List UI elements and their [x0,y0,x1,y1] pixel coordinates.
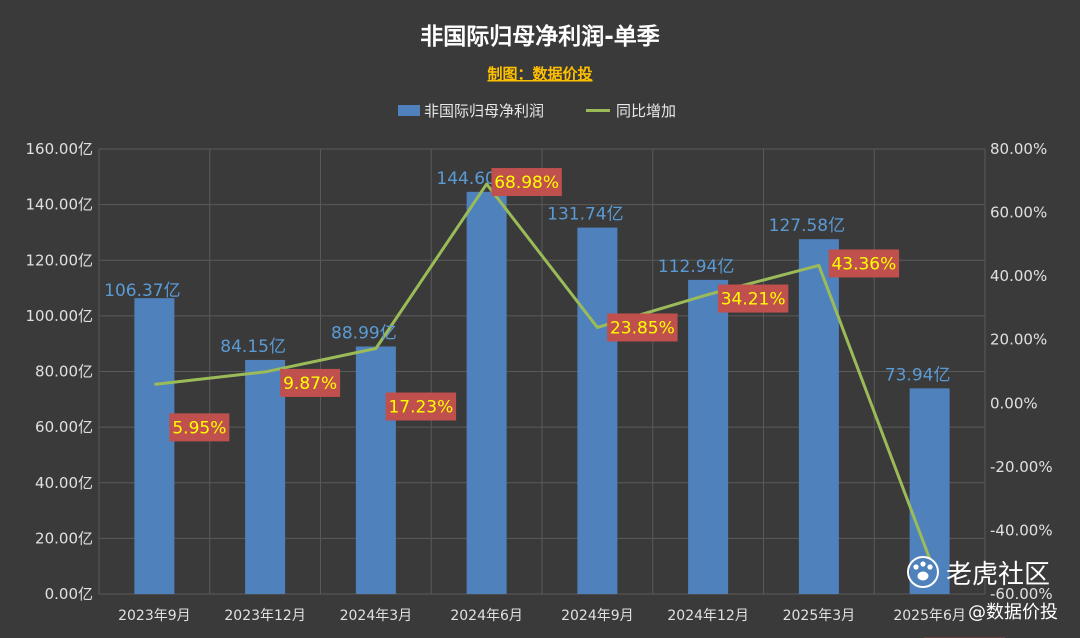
bar [798,239,839,594]
legend: 非国际归母净利润 同比增加 [398,102,676,120]
bar-value-label: 127.58亿 [769,216,845,236]
watermark: 老虎社区 @数据价投 [907,556,1058,623]
pct-label: 23.85% [607,313,678,342]
right-tick-label: -40.00% [990,521,1053,539]
x-tick-label: 2023年12月 [224,608,305,624]
chart-title: 非国际归母净利润-单季 [420,23,660,50]
pct-label: 34.21% [717,284,789,313]
pct-label-text: 23.85% [610,318,675,338]
x-tick-label: 2025年6月 [893,608,966,624]
bar-value-label: 73.94亿 [885,365,951,385]
bar-value-label: 84.15亿 [220,337,286,357]
pct-label-text: 5.95% [172,418,226,438]
pct-label-text: 9.87% [283,374,337,394]
watermark-handle: @数据价投 [968,602,1058,623]
bar-value-label: 88.99亿 [331,323,397,343]
x-tick-label: 2024年12月 [667,608,748,624]
x-tick-label: 2025年3月 [783,608,856,624]
pct-label-text: 17.23% [388,398,453,418]
right-tick-label: 0.00% [990,394,1038,412]
bar [134,298,175,594]
bar [355,346,396,594]
x-axis: 2023年9月 2023年12月 2024年3月 2024年6月 2024年9月 2024… [118,608,966,624]
pct-label-box [607,313,678,342]
growth-line [154,182,932,560]
bar [909,388,950,594]
legend-bar-label: 非国际归母净利润 [424,102,544,120]
left-tick-label: 60.00亿 [35,418,93,436]
left-tick-label: 80.00亿 [35,363,93,381]
x-tick-label: 2024年6月 [450,608,523,624]
pct-label-box [491,168,562,197]
right-tick-label: -20.00% [990,458,1053,476]
pct-label: 17.23% [385,392,457,421]
pct-labels: 5.95% 9.87% 17.23% 68.98% 23.85% 34.21% 43.36%… [169,168,1006,638]
pct-label: 5.95% [169,413,230,442]
right-tick-label: 20.00% [990,331,1047,349]
right-tick-label: 40.00% [990,267,1047,285]
x-tick-label: 2024年9月 [561,608,634,624]
bar [245,359,286,594]
left-tick-label: 40.00亿 [35,474,93,492]
bar-value-label: 106.37亿 [104,281,180,301]
x-tick-label: 2024年3月 [340,608,413,624]
line-series [154,182,932,560]
pct-label-text: 34.21% [721,290,786,310]
pct-label-box [169,413,230,442]
left-tick-label: 100.00亿 [26,307,94,325]
bar-value-label: 131.74亿 [547,205,623,225]
right-tick-label: 60.00% [990,204,1047,222]
pct-label: 9.87% [280,368,341,397]
chart-subtitle: 制图：数据价投 [487,65,592,83]
legend-line-label: 同比增加 [616,102,676,120]
left-tick-label: 160.00亿 [26,140,94,158]
pct-label-box [280,368,341,397]
bar-value-label: 112.94亿 [658,257,734,277]
pct-label-box [828,249,900,278]
bar [688,279,729,594]
pct-label-box [717,284,789,313]
pct-label-text: 43.36% [831,254,896,274]
right-tick-label: 80.00% [990,140,1047,158]
pct-label-text: 68.98% [494,173,559,193]
grid [98,148,986,595]
left-tick-label: 20.00亿 [35,529,93,547]
right-tick-label: -60.00% [990,585,1053,603]
bar [577,227,618,594]
legend-bar-swatch [398,105,420,116]
left-tick-label: 0.00亿 [45,585,93,603]
left-axis: 0.00亿 20.00亿 40.00亿 60.00亿 80.00亿 100.00亿 120.… [26,140,94,603]
pct-label: 68.98% [491,168,562,197]
bar [466,191,507,595]
left-tick-label: 120.00亿 [26,251,94,269]
pct-label: 43.36% [828,249,900,278]
left-tick-label: 140.00亿 [26,196,94,214]
right-axis: -60.00% -40.00% -20.00% 0.00% 20.00% 40.00% 60… [990,140,1053,603]
watermark-brand: 老虎社区 [946,560,1050,590]
pct-label-box [385,392,457,421]
x-tick-label: 2023年9月 [118,608,191,624]
tiger-paw-icon [907,556,939,588]
